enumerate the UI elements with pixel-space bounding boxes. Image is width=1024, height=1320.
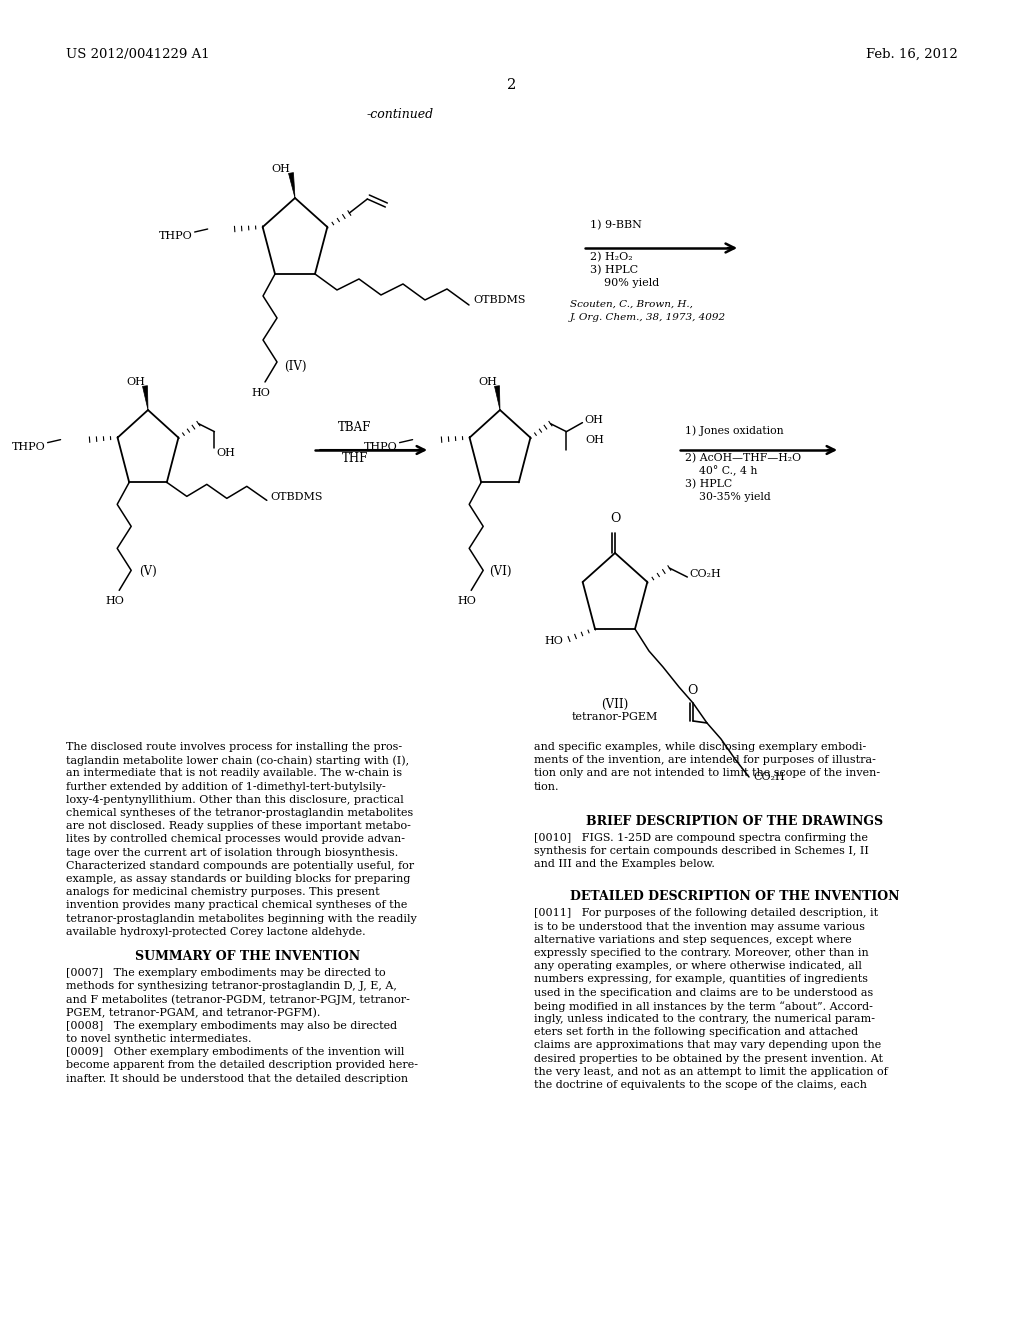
Text: tetranor-PGEM: tetranor-PGEM: [571, 711, 658, 722]
Text: numbers expressing, for example, quantities of ingredients: numbers expressing, for example, quantit…: [534, 974, 868, 985]
Text: 2) AcOH—THF—H₂O: 2) AcOH—THF—H₂O: [685, 453, 801, 463]
Text: US 2012/0041229 A1: US 2012/0041229 A1: [66, 48, 210, 61]
Text: loxy-4-pentynyllithium. Other than this disclosure, practical: loxy-4-pentynyllithium. Other than this …: [66, 795, 403, 805]
Text: the doctrine of equivalents to the scope of the claims, each: the doctrine of equivalents to the scope…: [534, 1080, 867, 1090]
Text: OH: OH: [585, 414, 603, 425]
Text: synthesis for certain compounds described in Schemes I, II: synthesis for certain compounds describe…: [534, 846, 869, 855]
Text: chemical syntheses of the tetranor-prostaglandin metabolites: chemical syntheses of the tetranor-prost…: [66, 808, 414, 818]
Text: OH: OH: [271, 164, 291, 174]
Text: methods for synthesizing tetranor-prostaglandin D, J, E, A,: methods for synthesizing tetranor-prosta…: [66, 981, 397, 991]
Text: eters set forth in the following specification and attached: eters set forth in the following specifi…: [534, 1027, 858, 1038]
Text: DETAILED DESCRIPTION OF THE INVENTION: DETAILED DESCRIPTION OF THE INVENTION: [570, 891, 900, 903]
Text: taglandin metabolite lower chain (co-chain) starting with (I),: taglandin metabolite lower chain (co-cha…: [66, 755, 410, 766]
Text: PGEM, tetranor-PGAM, and tetranor-PGFM).: PGEM, tetranor-PGAM, and tetranor-PGFM).: [66, 1007, 321, 1018]
Text: claims are approximations that may vary depending upon the: claims are approximations that may vary …: [534, 1040, 882, 1051]
Text: tetranor-prostaglandin metabolites beginning with the readily: tetranor-prostaglandin metabolites begin…: [66, 913, 417, 924]
Text: TBAF: TBAF: [338, 421, 372, 434]
Text: and specific examples, while disclosing exemplary embodi-: and specific examples, while disclosing …: [534, 742, 866, 752]
Text: expressly specified to the contrary. Moreover, other than in: expressly specified to the contrary. Mor…: [534, 948, 868, 958]
Text: The disclosed route involves process for installing the pros-: The disclosed route involves process for…: [66, 742, 402, 752]
Text: further extended by addition of 1-dimethyl-tert-butylsily-: further extended by addition of 1-dimeth…: [66, 781, 386, 792]
Text: available hydroxyl-protected Corey lactone aldehyde.: available hydroxyl-protected Corey lacto…: [66, 927, 366, 937]
Text: HO: HO: [544, 636, 563, 645]
Text: Feb. 16, 2012: Feb. 16, 2012: [866, 48, 958, 61]
Text: O: O: [687, 684, 697, 697]
Text: OH: OH: [216, 447, 236, 458]
Text: any operating examples, or where otherwise indicated, all: any operating examples, or where otherwi…: [534, 961, 862, 972]
Text: example, as assay standards or building blocks for preparing: example, as assay standards or building …: [66, 874, 411, 884]
Text: and III and the Examples below.: and III and the Examples below.: [534, 859, 715, 869]
Text: OH: OH: [127, 378, 145, 387]
Text: HO: HO: [252, 388, 270, 397]
Text: is to be understood that the invention may assume various: is to be understood that the invention m…: [534, 921, 865, 932]
Text: (VI): (VI): [488, 565, 511, 578]
Text: [0008]   The exemplary embodiments may also be directed: [0008] The exemplary embodiments may als…: [66, 1020, 397, 1031]
Text: tage over the current art of isolation through biosynthesis.: tage over the current art of isolation t…: [66, 847, 398, 858]
Text: tion only and are not intended to limit the scope of the inven-: tion only and are not intended to limit …: [534, 768, 880, 779]
Text: [0009]   Other exemplary embodiments of the invention will: [0009] Other exemplary embodiments of th…: [66, 1047, 404, 1057]
Text: Scouten, C., Brown, H.,: Scouten, C., Brown, H.,: [570, 300, 693, 309]
Text: analogs for medicinal chemistry purposes. This present: analogs for medicinal chemistry purposes…: [66, 887, 380, 898]
Text: O: O: [610, 512, 621, 525]
Text: 30-35% yield: 30-35% yield: [685, 492, 771, 502]
Text: to novel synthetic intermediates.: to novel synthetic intermediates.: [66, 1034, 252, 1044]
Text: ingly, unless indicated to the contrary, the numerical param-: ingly, unless indicated to the contrary,…: [534, 1014, 874, 1024]
Text: 1) Jones oxidation: 1) Jones oxidation: [685, 425, 783, 436]
Text: ments of the invention, are intended for purposes of illustra-: ments of the invention, are intended for…: [534, 755, 876, 766]
Text: OTBDMS: OTBDMS: [473, 294, 525, 305]
Text: 3) HPLC: 3) HPLC: [685, 479, 732, 490]
Text: lites by controlled chemical processes would provide advan-: lites by controlled chemical processes w…: [66, 834, 406, 845]
Polygon shape: [495, 385, 500, 411]
Text: invention provides many practical chemical syntheses of the: invention provides many practical chemic…: [66, 900, 408, 911]
Text: 2: 2: [507, 78, 517, 92]
Text: tion.: tion.: [534, 781, 559, 792]
Text: CO₂H: CO₂H: [753, 772, 784, 781]
Text: inafter. It should be understood that the detailed description: inafter. It should be understood that th…: [66, 1073, 409, 1084]
Text: [0007]   The exemplary embodiments may be directed to: [0007] The exemplary embodiments may be …: [66, 968, 386, 978]
Text: (IV): (IV): [284, 360, 306, 374]
Text: THF: THF: [342, 451, 369, 465]
Text: -continued: -continued: [367, 108, 433, 121]
Text: HO: HO: [105, 597, 125, 606]
Text: and F metabolites (tetranor-PGDM, tetranor-PGJM, tetranor-: and F metabolites (tetranor-PGDM, tetran…: [66, 994, 410, 1005]
Text: [0011]   For purposes of the following detailed description, it: [0011] For purposes of the following det…: [534, 908, 879, 919]
Text: OH: OH: [478, 378, 498, 387]
Text: OTBDMS: OTBDMS: [270, 492, 324, 503]
Text: J. Org. Chem., 38, 1973, 4092: J. Org. Chem., 38, 1973, 4092: [570, 313, 726, 322]
Text: Characterized standard compounds are potentially useful, for: Characterized standard compounds are pot…: [66, 861, 414, 871]
Text: become apparent from the detailed description provided here-: become apparent from the detailed descri…: [66, 1060, 418, 1071]
Text: [0010]   FIGS. 1-25D are compound spectra confirming the: [0010] FIGS. 1-25D are compound spectra …: [534, 833, 868, 842]
Text: THPO: THPO: [159, 231, 193, 242]
Text: alternative variations and step sequences, except where: alternative variations and step sequence…: [534, 935, 852, 945]
Text: 3) HPLC: 3) HPLC: [590, 265, 638, 276]
Text: used in the specification and claims are to be understood as: used in the specification and claims are…: [534, 987, 873, 998]
Text: 2) H₂O₂: 2) H₂O₂: [590, 252, 633, 263]
Text: 40° C., 4 h: 40° C., 4 h: [685, 466, 758, 477]
Text: desired properties to be obtained by the present invention. At: desired properties to be obtained by the…: [534, 1053, 883, 1064]
Text: an intermediate that is not readily available. The w-chain is: an intermediate that is not readily avai…: [66, 768, 402, 779]
Text: OH: OH: [586, 434, 604, 445]
Text: THPO: THPO: [12, 442, 45, 451]
Text: being modified in all instances by the term “about”. Accord-: being modified in all instances by the t…: [534, 1001, 872, 1011]
Text: the very least, and not as an attempt to limit the application of: the very least, and not as an attempt to…: [534, 1067, 888, 1077]
Polygon shape: [142, 385, 148, 411]
Text: (V): (V): [139, 565, 157, 578]
Text: SUMMARY OF THE INVENTION: SUMMARY OF THE INVENTION: [135, 950, 360, 964]
Text: 90% yield: 90% yield: [590, 279, 659, 288]
Text: THPO: THPO: [364, 442, 397, 451]
Text: BRIEF DESCRIPTION OF THE DRAWINGS: BRIEF DESCRIPTION OF THE DRAWINGS: [587, 814, 884, 828]
Polygon shape: [289, 173, 295, 198]
Text: (VII): (VII): [601, 698, 629, 711]
Text: are not disclosed. Ready supplies of these important metabo-: are not disclosed. Ready supplies of the…: [66, 821, 411, 832]
Text: 1) 9-BBN: 1) 9-BBN: [590, 219, 642, 230]
Text: HO: HO: [458, 597, 476, 606]
Text: CO₂H: CO₂H: [689, 569, 721, 579]
